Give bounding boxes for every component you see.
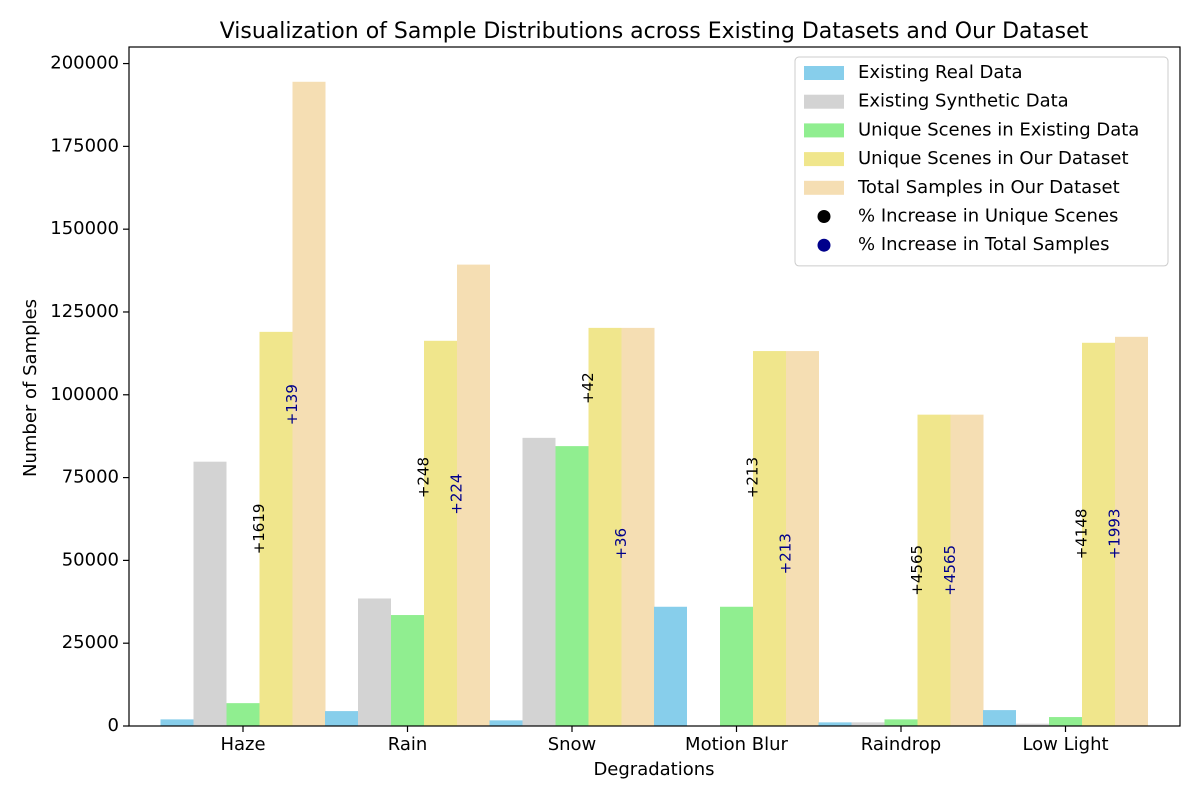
x-tick-label-snow: Snow [548, 734, 597, 755]
annotation-total-samples-increase-raindrop: +4565 [941, 545, 959, 596]
bar-existing-real-data-motion-blur [654, 606, 687, 726]
bar-unique-scenes-in-existing-data-low-light [1049, 717, 1082, 726]
annotations-layer: +1619 +248 +42 +213 +4565 +4148 +139 +224 +36 +21… [250, 372, 1124, 595]
axes-layer: 0 25000 50000 75000 100000 125000 150000 175000… [50, 46, 1181, 755]
bar-total-samples-in-our-dataset-rain [457, 264, 490, 726]
bar-unique-scenes-in-existing-data-snow [555, 446, 589, 726]
annotation-unique-scenes-increase-motion-blur: +213 [744, 457, 762, 498]
x-tick-label-haze: Haze [220, 734, 265, 755]
legend-label-existing-synthetic-data: Existing Synthetic Data [858, 91, 1069, 112]
legend-label-existing-real-data: Existing Real Data [858, 62, 1023, 83]
y-tick-label: 75000 [62, 467, 119, 488]
bar-existing-synthetic-data-snow [522, 437, 556, 726]
y-tick-label: 200000 [50, 53, 119, 74]
chart-title: Visualization of Sample Distributions ac… [220, 19, 1089, 44]
bar-unique-scenes-in-existing-data-haze [226, 703, 260, 726]
y-tick-label: 150000 [50, 218, 119, 239]
bar-unique-scenes-in-our-dataset-haze [259, 331, 293, 726]
bar-total-samples-in-our-dataset-raindrop [950, 414, 984, 726]
bar-unique-scenes-in-our-dataset-raindrop [917, 414, 951, 726]
x-tick-label-low-light: Low Light [1022, 734, 1108, 755]
y-tick-label: 100000 [50, 384, 119, 405]
x-tick-label-motion-blur: Motion Blur [685, 734, 789, 755]
y-tick-label: 25000 [62, 632, 119, 653]
legend-marker--increase-in-unique-scenes [817, 210, 831, 223]
x-axis-label: Degradations [593, 759, 714, 780]
bar-unique-scenes-in-existing-data-motion-blur [720, 606, 753, 726]
annotation-unique-scenes-increase-raindrop: +4565 [908, 545, 926, 596]
annotation-unique-scenes-increase-low-light: +4148 [1073, 509, 1091, 560]
legend-label-unique-scenes-in-existing-data: Unique Scenes in Existing Data [858, 119, 1139, 140]
legend-swatch-existing-synthetic-data [804, 94, 844, 109]
bar-unique-scenes-in-existing-data-rain [391, 615, 424, 726]
legend-swatch-total-samples-in-our-dataset [804, 180, 844, 195]
bar-existing-real-data-raindrop [818, 722, 852, 726]
bar-existing-synthetic-data-raindrop [851, 722, 885, 726]
bar-total-samples-in-our-dataset-motion-blur [786, 351, 819, 726]
annotation-total-samples-increase-low-light: +1993 [1106, 509, 1124, 560]
annotation-total-samples-increase-haze: +139 [283, 384, 301, 425]
legend-label--increase-in-unique-scenes: % Increase in Unique Scenes [858, 206, 1118, 227]
x-tick-label-rain: Rain [388, 734, 428, 755]
bar-total-samples-in-our-dataset-haze [292, 81, 326, 726]
y-tick-label: 50000 [62, 549, 119, 570]
bar-existing-real-data-haze [160, 719, 194, 726]
y-tick-label: 175000 [50, 135, 119, 156]
legend-label--increase-in-total-samples: % Increase in Total Samples [858, 234, 1109, 255]
legend-label-total-samples-in-our-dataset: Total Samples in Our Dataset [857, 177, 1120, 198]
bar-unique-scenes-in-our-dataset-motion-blur [753, 351, 786, 726]
legend-marker--increase-in-total-samples [817, 238, 831, 252]
bars-layer [160, 81, 1148, 726]
bar-existing-real-data-low-light [983, 710, 1016, 726]
legend-box [794, 56, 1169, 267]
y-tick-label: 125000 [50, 301, 119, 322]
legend-swatch-existing-real-data [804, 66, 844, 80]
bar-existing-synthetic-data-rain [358, 598, 391, 726]
bar-unique-scenes-in-our-dataset-low-light [1082, 342, 1115, 726]
legend-label-unique-scenes-in-our-dataset: Unique Scenes in Our Dataset [858, 148, 1129, 169]
legend: Existing Real Data Existing Synthetic Dat… [794, 56, 1169, 267]
bar-unique-scenes-in-our-dataset-snow [588, 327, 622, 726]
annotation-total-samples-increase-motion-blur: +213 [777, 533, 795, 574]
y-axis-label: Number of Samples [20, 299, 41, 477]
annotation-unique-scenes-increase-rain: +248 [415, 457, 433, 498]
bar-unique-scenes-in-our-dataset-rain [424, 340, 457, 726]
annotation-unique-scenes-increase-snow: +42 [579, 372, 597, 404]
bar-existing-real-data-snow [489, 720, 523, 726]
bar-unique-scenes-in-existing-data-raindrop [884, 719, 918, 726]
bar-existing-real-data-rain [325, 711, 358, 726]
legend-swatch-unique-scenes-in-existing-data [804, 123, 844, 138]
y-tick-label: 0 [108, 715, 119, 736]
plot-frame [128, 46, 1181, 727]
legend-swatch-unique-scenes-in-our-dataset [804, 152, 844, 167]
bar-total-samples-in-our-dataset-low-light [1115, 336, 1148, 726]
bar-existing-synthetic-data-haze [193, 461, 227, 726]
annotation-unique-scenes-increase-haze: +1619 [250, 504, 268, 555]
annotation-total-samples-increase-rain: +224 [448, 474, 466, 515]
annotation-total-samples-increase-snow: +36 [612, 528, 630, 560]
bar-total-samples-in-our-dataset-snow [621, 327, 655, 726]
bar-existing-synthetic-data-low-light [1016, 723, 1049, 726]
x-tick-label-raindrop: Raindrop [861, 734, 941, 755]
